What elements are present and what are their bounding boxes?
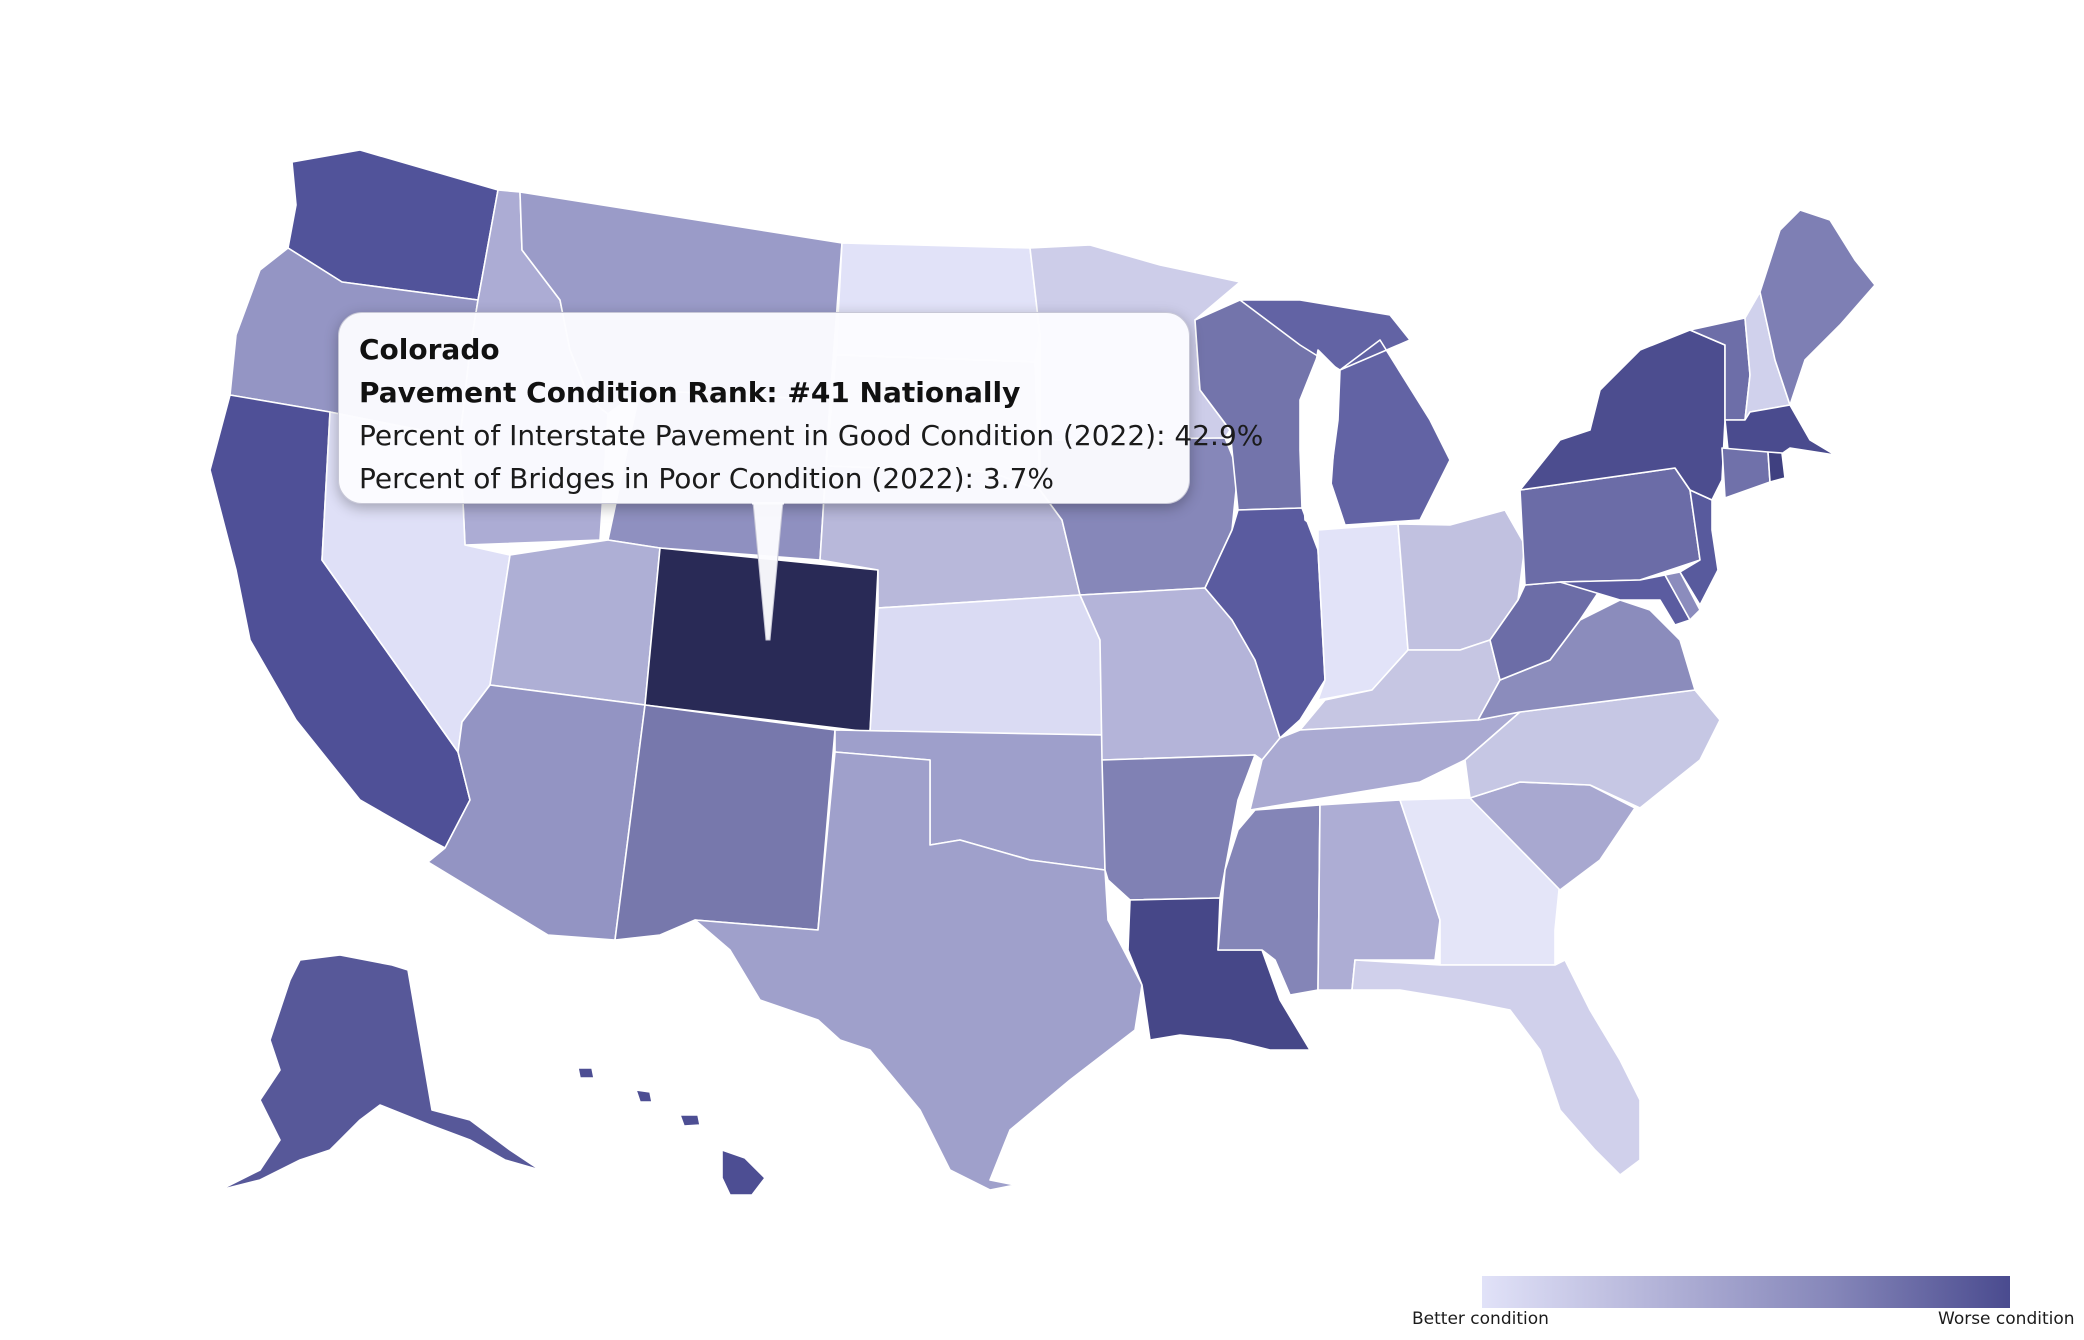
tooltip-state-name: Colorado bbox=[359, 333, 500, 366]
state-RI[interactable] bbox=[1767, 451, 1786, 483]
legend-color-scale bbox=[1482, 1276, 2010, 1308]
lake-michigan bbox=[1301, 349, 1339, 531]
state-HI[interactable] bbox=[577, 1067, 766, 1196]
legend-high-label: Worse condition bbox=[1938, 1309, 2075, 1329]
state-NY[interactable] bbox=[1519, 329, 1726, 501]
state-NM[interactable] bbox=[614, 704, 836, 941]
state-AK[interactable] bbox=[219, 954, 541, 1191]
tooltip-rank: Pavement Condition Rank: #41 Nationally bbox=[359, 376, 1021, 409]
state-CT[interactable] bbox=[1721, 447, 1771, 499]
state-DE[interactable] bbox=[1664, 571, 1701, 621]
state-TX[interactable] bbox=[694, 751, 1143, 1191]
state-tooltip: Colorado Pavement Condition Rank: #41 Na… bbox=[338, 312, 1264, 504]
state-MI[interactable] bbox=[1239, 299, 1451, 526]
state-UT[interactable] bbox=[489, 539, 661, 706]
legend-low-label: Better condition bbox=[1412, 1309, 1549, 1329]
tooltip-interstate-pavement: Percent of Interstate Pavement in Good C… bbox=[359, 419, 1264, 452]
state-FL[interactable] bbox=[1351, 959, 1641, 1176]
tooltip-bridges: Percent of Bridges in Poor Condition (20… bbox=[359, 462, 1054, 495]
tooltip-pointer bbox=[752, 502, 784, 641]
state-MD[interactable] bbox=[1559, 574, 1691, 626]
state-ME[interactable] bbox=[1759, 209, 1876, 406]
state-KS[interactable] bbox=[869, 594, 1103, 736]
state-NJ[interactable] bbox=[1679, 489, 1719, 606]
